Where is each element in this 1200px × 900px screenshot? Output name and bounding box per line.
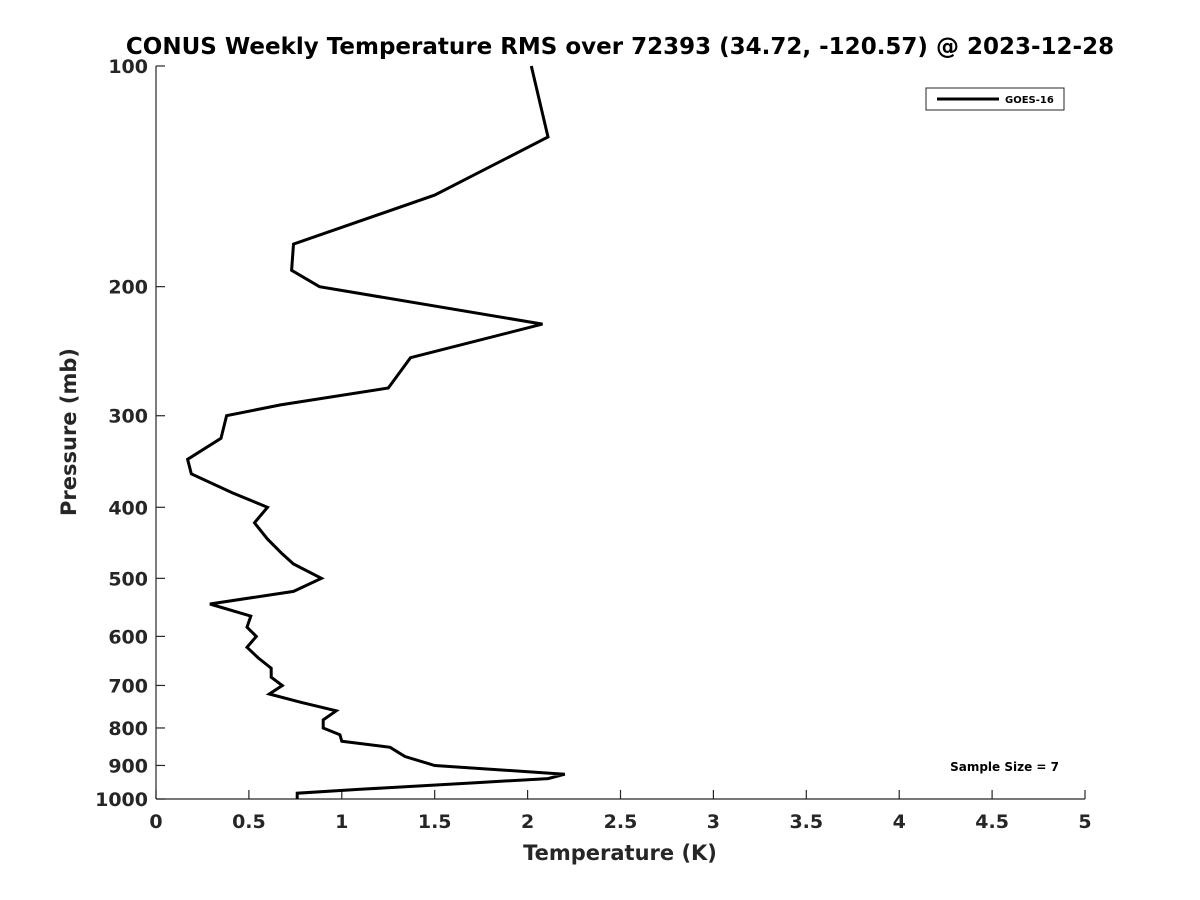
legend: GOES-16: [925, 87, 1065, 111]
x-tick-label: 4.5: [975, 811, 1009, 833]
x-tick-label: 0: [149, 811, 162, 833]
x-tick-label: 2.5: [604, 811, 638, 833]
legend-entry-label: GOES-16: [1005, 95, 1054, 106]
y-tick-label: 100: [108, 56, 148, 78]
y-tick-label: 800: [108, 718, 148, 740]
x-tick-label: 4: [893, 811, 906, 833]
x-tick-label: 3: [707, 811, 720, 833]
y-tick-label: 600: [108, 626, 148, 648]
y-tick-label: 300: [108, 406, 148, 428]
series-line-goes-16: [185, 65, 566, 799]
chart-title: CONUS Weekly Temperature RMS over 72393 …: [126, 34, 1114, 60]
x-tick-label: 1: [335, 811, 348, 833]
plot-area: 0 0.5 1 1.5 2 2.5 3 3.5 4 4.5 5 100 200 300 400 500 600…: [95, 56, 1092, 833]
x-tick-label: 2: [521, 811, 534, 833]
x-tick-label: 5: [1078, 811, 1091, 833]
y-tick-label: 400: [108, 497, 148, 519]
y-axis-ticks: 100 200 300 400 500 600 700 800 900 1000: [95, 56, 165, 811]
x-tick-label: 1.5: [418, 811, 452, 833]
x-axis-label: Temperature (K): [523, 841, 717, 865]
y-tick-label: 700: [108, 675, 148, 697]
y-tick-label: 500: [108, 568, 148, 590]
y-tick-label: 1000: [95, 789, 148, 811]
x-axis-ticks: 0 0.5 1 1.5 2 2.5 3 3.5 4 4.5 5: [149, 790, 1092, 833]
y-tick-label: 200: [108, 277, 148, 299]
x-tick-label: 0.5: [232, 811, 266, 833]
y-axis-label: Pressure (mb): [57, 348, 81, 516]
x-tick-label: 3.5: [789, 811, 823, 833]
sample-size-annotation: Sample Size = 7: [950, 760, 1059, 774]
y-tick-label: 900: [108, 755, 148, 777]
